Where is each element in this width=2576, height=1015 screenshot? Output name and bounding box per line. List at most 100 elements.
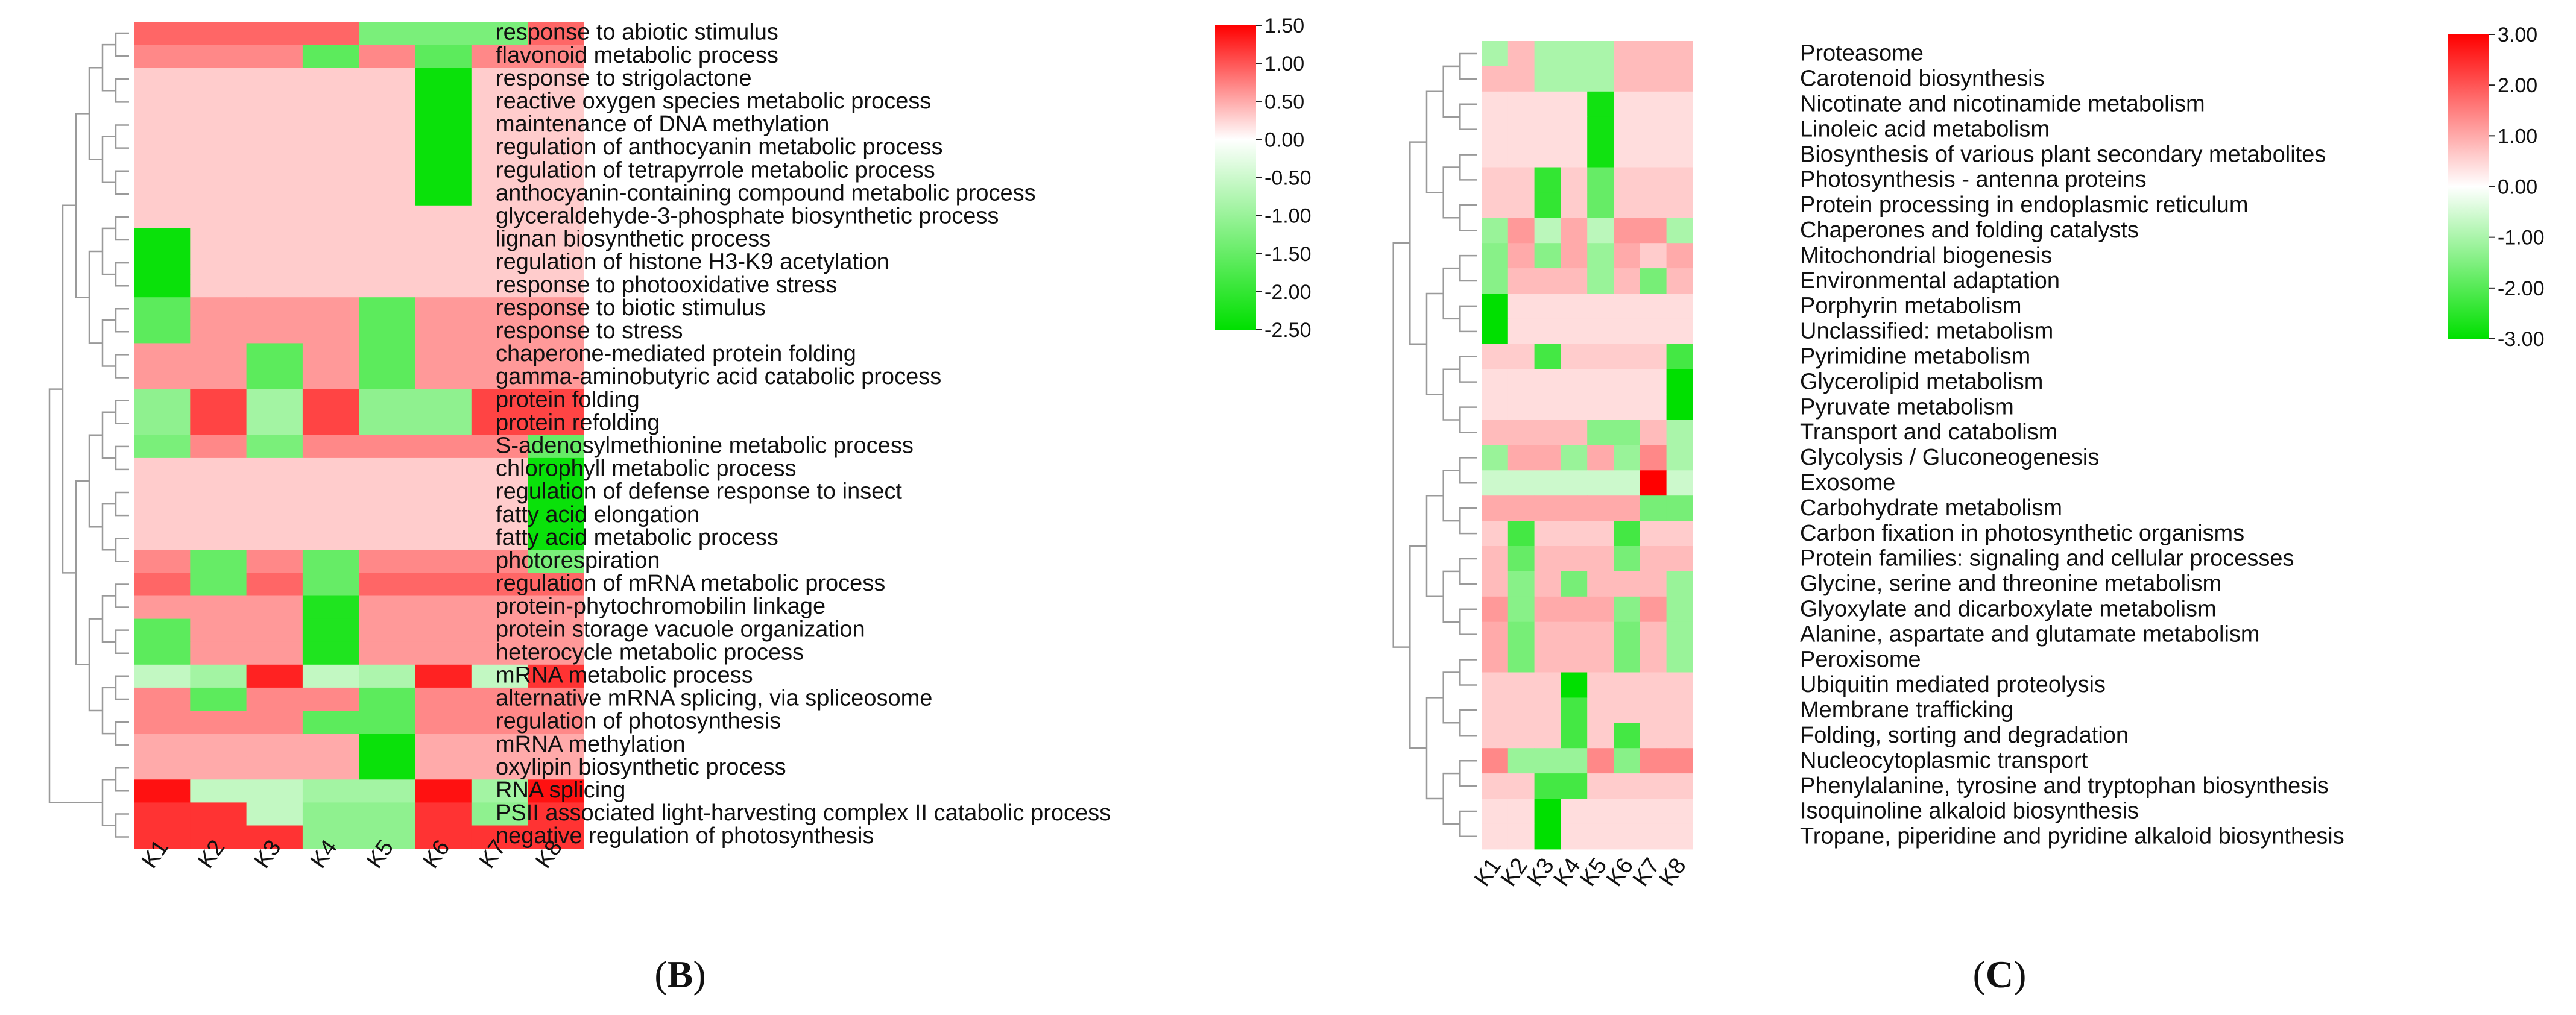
heatmap-cell [1614,799,1641,825]
heatmap-cell [1507,268,1535,294]
dendrogram-branch [101,503,116,551]
heatmap-cell [528,802,584,826]
heatmap-cell [528,136,584,160]
heatmap-cell [359,251,416,275]
heatmap-cell [1614,596,1641,623]
heatmap-cell [1507,647,1535,673]
row-label: glyceraldehyde-3-phosphate biosynthetic … [496,204,999,229]
heatmap-cell [359,412,416,436]
heatmap-cell [1561,420,1588,445]
heatmap-cell [1666,142,1693,168]
heatmap-cell [302,68,359,91]
heatmap-cell [1561,596,1588,623]
heatmap-cell [1561,167,1588,193]
heatmap-cell [1534,748,1561,774]
heatmap-cell [359,802,416,826]
heatmap-cell [1482,268,1509,294]
row-label: RNA splicing [496,778,625,803]
heatmap-cell [302,435,359,459]
heatmap-cell [190,825,247,849]
heatmap-cell [134,435,191,459]
dendrogram-branch [115,308,129,333]
heatmap-cell [1507,495,1535,521]
heatmap-cell [190,595,247,620]
row-label: maintenance of DNA methylation [496,112,829,137]
heatmap-cell [134,412,191,436]
heatmap-cell [471,481,528,504]
heatmap-cell [246,504,303,527]
heatmap-cell [190,389,247,413]
dendrogram-branch [1442,166,1460,219]
dendrogram-branch [1442,772,1460,825]
heatmap-cell [1534,218,1561,244]
heatmap-cell [415,573,472,597]
heatmap-cell [302,343,359,367]
heatmap-cell [1614,571,1641,597]
heatmap-cell [1666,621,1693,648]
heatmap-cell [1666,546,1693,572]
heatmap-cell [415,159,472,183]
row-label: fatty acid elongation [496,502,699,527]
heatmap-cell [1534,521,1561,547]
heatmap-cell [1482,116,1509,143]
heatmap-cell [246,22,303,45]
dendrogram-branch [1392,242,1410,648]
heatmap-cell [1507,41,1535,67]
heatmap-cell [1587,167,1614,193]
heatmap-cell [134,550,191,573]
heatmap-cell [415,136,472,160]
heatmap-cell [1507,142,1535,168]
heatmap-cell [302,641,359,665]
heatmap-cells-b [134,22,584,849]
dendrogram-branch [1459,659,1477,686]
heatmap-cell [1534,571,1561,597]
heatmap-cell [1640,799,1667,825]
row-label: chlorophyll metabolic process [496,456,796,482]
heatmap-cell [1534,116,1561,143]
heatmap-cell [1534,621,1561,648]
dendrogram-branch [115,721,129,746]
heatmap-cell [1587,192,1614,218]
heatmap-cell [246,618,303,643]
heatmap-cell [528,618,584,643]
heatmap-cell [302,136,359,160]
heatmap-cell [302,618,359,643]
heatmap-cell [528,366,584,390]
row-label: Pyrimidine metabolism [1800,344,2030,369]
heatmap-cell [528,389,584,413]
heatmap-cell [1534,243,1561,269]
heatmap-cell [528,228,584,252]
row-label: Nucleocytoplasmic transport [1800,748,2088,773]
heatmap-cell [415,481,472,504]
row-label: Carbon fixation in photosynthetic organi… [1800,521,2244,546]
heatmap-cell [1507,596,1535,623]
heatmap-cell [302,45,359,68]
heatmap-cell [1482,546,1509,572]
heatmap-cell [1482,344,1509,370]
heatmap-cell [190,113,247,137]
heatmap-cell [359,159,416,183]
heatmap-cell [1640,394,1667,421]
heatmap-cell [415,756,472,780]
heatmap-cell [471,641,528,665]
heatmap-cell [471,45,528,68]
heatmap-cell [246,182,303,206]
heatmap-cell [1640,218,1667,244]
heatmap-cell [1614,268,1641,294]
heatmap-cell [1482,723,1509,749]
heatmap-cell [471,756,528,780]
heatmap-cell [246,756,303,780]
row-label: negative regulation of photosynthesis [496,823,874,849]
heatmap-cell [1587,445,1614,471]
row-label: Transport and catabolism [1800,420,2057,445]
heatmap-cell [1534,470,1561,496]
heatmap-cell [1587,294,1614,319]
heatmap-cell [359,90,416,114]
heatmap-cell [359,457,416,482]
heatmap-cell [1534,420,1561,445]
heatmap-cell [528,251,584,275]
heatmap-cell [415,664,472,688]
